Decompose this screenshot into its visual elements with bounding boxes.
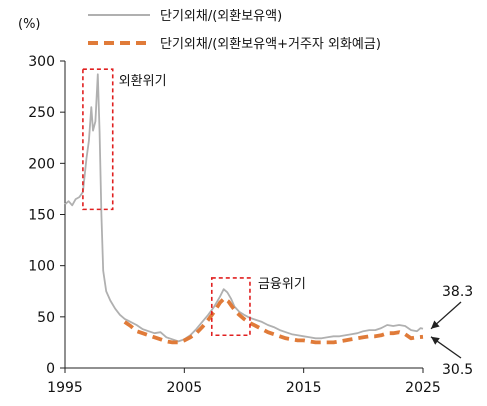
- crisis-label-2: 금융위기: [258, 277, 306, 292]
- crisis-box-1: [82, 68, 114, 211]
- end-arrow-head-1: [431, 320, 440, 329]
- legend-label-1: 단기외채/(외환보유액): [160, 9, 282, 24]
- x-tick-label: 2005: [167, 380, 203, 396]
- legend-label-2: 단기외채/(외환보유액+거주자 외화예금): [160, 37, 381, 52]
- x-tick-label: 2015: [286, 380, 322, 396]
- y-tick-label: 100: [28, 259, 55, 275]
- y-tick-label: 0: [46, 361, 55, 377]
- end-value-label-2: 30.5: [442, 362, 473, 378]
- end-arrow-head-2: [431, 336, 440, 345]
- end-value-label-1: 38.3: [442, 284, 473, 300]
- y-tick-label: 250: [28, 105, 55, 121]
- series-line-2: [123, 296, 424, 345]
- series-line-1: [64, 73, 424, 343]
- y-tick-label: 50: [37, 310, 55, 326]
- y-tick-label: 150: [28, 208, 55, 224]
- y-unit-label: (%): [18, 17, 41, 32]
- y-tick-label: 200: [28, 156, 55, 172]
- y-tick-label: 300: [28, 54, 55, 70]
- x-tick-label: 1995: [47, 380, 83, 396]
- x-tick-label: 2025: [405, 380, 441, 396]
- crisis-box-2: [210, 277, 251, 337]
- crisis-label-1: 외환위기: [119, 74, 167, 89]
